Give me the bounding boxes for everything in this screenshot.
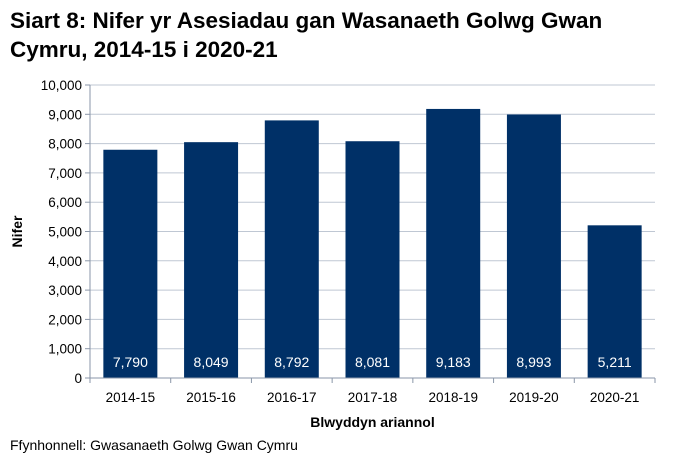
y-tick-label: 9,000	[48, 107, 82, 122]
y-tick-label: 2,000	[48, 312, 82, 327]
bar	[426, 108, 481, 378]
x-tick-label: 2015-16	[186, 390, 236, 405]
bar	[345, 141, 400, 378]
bar	[184, 142, 239, 378]
source-note: Ffynhonnell: Gwasanaeth Golwg Gwan Cymru	[10, 437, 298, 453]
y-tick-label: 0	[74, 371, 82, 386]
y-tick-label: 8,000	[48, 137, 82, 152]
x-tick-label: 2016-17	[267, 390, 317, 405]
x-tick-label: 2014-15	[106, 390, 156, 405]
y-tick-label: 1,000	[48, 342, 82, 357]
x-tick-label: 2018-19	[428, 390, 478, 405]
x-tick-label: 2019-20	[509, 390, 559, 405]
data-label: 8,792	[274, 354, 309, 370]
y-tick-label: 5,000	[48, 225, 82, 240]
y-tick-label: 10,000	[41, 78, 82, 93]
y-tick-label: 4,000	[48, 254, 82, 269]
y-tick-label: 7,000	[48, 166, 82, 181]
data-label: 8,081	[355, 354, 390, 370]
data-label: 8,049	[194, 354, 229, 370]
x-tick-label: 2017-18	[348, 390, 398, 405]
y-tick-label: 3,000	[48, 283, 82, 298]
bar	[264, 120, 319, 378]
y-tick-label: 6,000	[48, 195, 82, 210]
data-label: 7,790	[113, 354, 148, 370]
x-tick-label: 2020-21	[590, 390, 640, 405]
bar	[587, 225, 642, 378]
data-label: 9,183	[436, 354, 471, 370]
y-axis-title: Nifer	[9, 215, 25, 247]
chart-title: Siart 8: Nifer yr Asesiadau gan Wasanaet…	[10, 8, 603, 62]
bar	[506, 114, 561, 378]
bar	[103, 149, 158, 378]
data-label: 5,211	[598, 354, 632, 370]
data-label: 8,993	[516, 354, 551, 370]
x-axis-title: Blwyddyn ariannol	[310, 414, 434, 430]
